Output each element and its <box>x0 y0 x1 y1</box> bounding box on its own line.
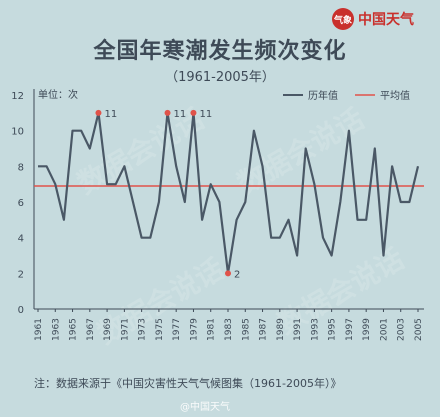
x-tick-label: 1997 <box>345 318 355 341</box>
x-tick-label: 2005 <box>414 318 424 341</box>
x-tick-label: 1971 <box>120 318 130 341</box>
x-tick-label: 1965 <box>69 318 79 341</box>
y-tick-label: 4 <box>18 234 24 245</box>
x-tick-label: 1981 <box>207 318 217 341</box>
data-source-note: 注：数据来源于《中国灾害性天气气候图集（1961-2005年）》 <box>34 377 342 390</box>
x-tick-label: 1983 <box>224 318 234 341</box>
x-tick-label: 1967 <box>86 318 96 341</box>
data-point-marker <box>164 109 171 116</box>
x-tick-label: 1987 <box>259 318 269 341</box>
data-label: 11 <box>174 109 187 120</box>
x-tick-label: 1985 <box>241 318 251 341</box>
y-tick-label: 10 <box>11 127 24 138</box>
chart-title: 全国年寒潮发生频次变化 <box>93 39 347 64</box>
x-tick-label: 1977 <box>172 318 182 341</box>
y-axis-label: 单位：次 <box>38 88 78 101</box>
data-label: 2 <box>234 269 240 280</box>
weibo-watermark: @中国天气 <box>180 402 230 413</box>
x-tick-label: 1979 <box>189 318 199 341</box>
x-tick-label: 1975 <box>155 318 165 341</box>
brand-logo: 气象 <box>332 8 354 30</box>
y-tick-label: 12 <box>11 91 24 102</box>
brand: 气象 中国天气 <box>332 8 414 30</box>
x-tick-label: 1991 <box>293 318 303 341</box>
x-tick-label: 1995 <box>328 318 338 341</box>
y-tick-label: 2 <box>18 269 24 280</box>
brand-name: 中国天气 <box>358 12 414 28</box>
x-tick-label: 1999 <box>362 318 372 341</box>
x-tick-label: 1969 <box>103 318 113 341</box>
legend-label-annual: 历年值 <box>308 89 338 102</box>
x-tick-label: 2003 <box>397 318 407 341</box>
data-point-marker <box>95 109 102 116</box>
x-tick-label: 1961 <box>34 318 44 341</box>
y-tick-label: 8 <box>18 162 24 173</box>
x-tick-label: 1973 <box>138 318 148 341</box>
x-tick-label: 1963 <box>51 318 61 341</box>
legend-label-average: 平均值 <box>380 89 410 102</box>
data-label: 11 <box>199 109 212 120</box>
y-tick-label: 0 <box>18 305 24 316</box>
data-point-marker <box>190 109 197 116</box>
y-tick-label: 6 <box>18 198 24 209</box>
x-tick-label: 1989 <box>276 318 286 341</box>
x-tick-label: 2001 <box>379 318 389 341</box>
data-point-marker <box>225 270 231 277</box>
data-label: 11 <box>104 109 117 120</box>
chart-subtitle: （1961-2005年） <box>165 70 275 85</box>
annual-series-line <box>38 111 420 275</box>
x-tick-label: 1993 <box>310 318 320 341</box>
